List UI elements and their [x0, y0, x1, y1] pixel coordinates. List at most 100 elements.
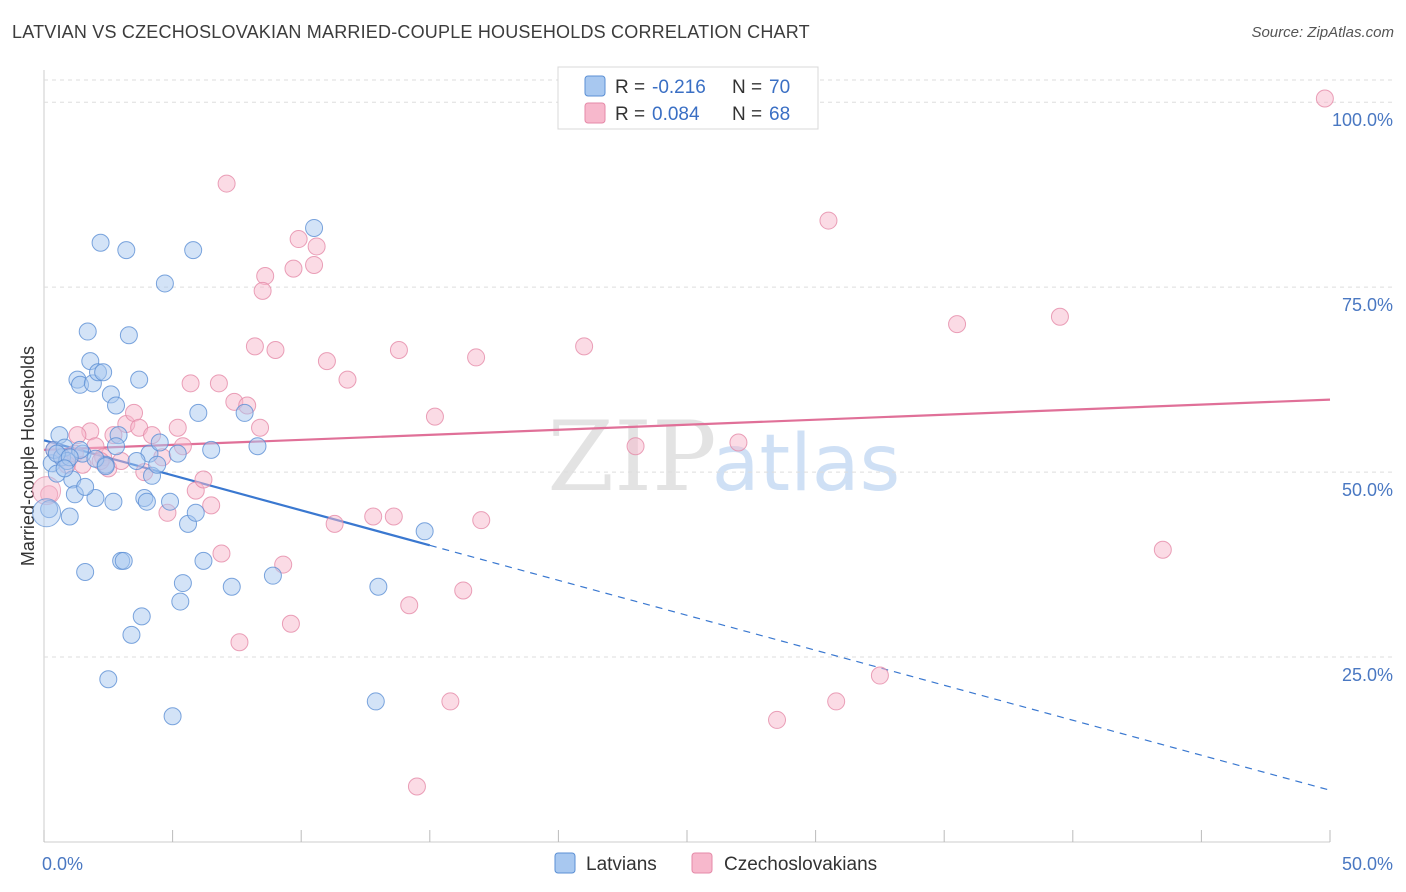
latvian-point-52 — [222, 577, 241, 596]
y-tick-label-75: 75.0% — [1342, 295, 1393, 315]
czech-point-57 — [729, 433, 748, 452]
latvian-point-68 — [76, 477, 95, 496]
gridlines — [44, 79, 1395, 658]
y-tick-label-100: 100.0% — [1332, 110, 1393, 130]
latvian-point-53 — [235, 403, 254, 422]
czech-point-45 — [364, 507, 383, 526]
latvian-point-47 — [184, 241, 203, 260]
latvian-point-54 — [248, 437, 267, 456]
czech-point-49 — [407, 777, 426, 796]
legend-bottom-czech-swatch — [691, 852, 713, 874]
latvian-point-23 — [99, 670, 118, 689]
czech-point-48 — [400, 596, 419, 615]
czech-point-38 — [284, 259, 303, 278]
latvian-point-20 — [91, 233, 110, 252]
x-tick-label-min: 0.0% — [42, 854, 83, 874]
legend-latvians-n-label: N = — [732, 77, 762, 98]
y-tick-labels: 25.0% 50.0% 75.0% 100.0% — [1332, 110, 1393, 685]
latvian-point-30 — [117, 241, 136, 260]
legend-top: R = -0.216 N = 70 R = 0.084 N = 68 — [557, 66, 819, 130]
latvian-point-0 — [40, 500, 59, 519]
latvian-point-64 — [127, 452, 146, 470]
czech-point-53 — [467, 348, 486, 367]
latvian-point-40 — [155, 274, 174, 293]
latvian-point-43 — [168, 444, 187, 463]
legend-czech-r-label: R = — [615, 104, 645, 125]
latvian-point-cluster — [32, 498, 62, 528]
latvian-point-44 — [171, 592, 190, 611]
latvian-point-26 — [107, 396, 126, 415]
latvian-point-41 — [161, 492, 180, 511]
latvian-point-15 — [78, 322, 97, 341]
latvian-point-67 — [55, 459, 74, 478]
czech-point-42 — [317, 352, 336, 371]
y-axis-label: Married-couple Households — [18, 346, 38, 566]
czech-point-24 — [202, 496, 221, 515]
latvian-point-51 — [202, 440, 221, 459]
latvian-point-33 — [130, 370, 149, 389]
czech-point-19 — [168, 418, 187, 437]
czech-point-21 — [181, 374, 200, 393]
legend-czech-swatch — [584, 102, 606, 124]
czech-point-47 — [389, 341, 408, 360]
czech-point-60 — [827, 692, 846, 711]
czech-point-51 — [441, 692, 460, 711]
latvian-point-39 — [148, 455, 167, 474]
latvian-point-32 — [122, 625, 141, 644]
legend-bottom-latvians-swatch — [554, 852, 576, 874]
czech-point-40 — [305, 255, 324, 274]
latvian-point-31 — [119, 326, 138, 345]
czech-point-41 — [307, 237, 326, 256]
legend-latvians-n-value: 70 — [769, 77, 790, 98]
legend-latvians-swatch — [584, 75, 606, 97]
latvian-point-42 — [163, 707, 182, 726]
czech-point-46 — [384, 507, 403, 526]
latvian-point-29 — [114, 551, 133, 570]
czech-point-62 — [948, 315, 967, 334]
czech-point-31 — [245, 337, 264, 356]
latvian-point-45 — [173, 574, 192, 593]
y-tick-label-50: 50.0% — [1342, 480, 1393, 500]
latvian-point-69 — [96, 457, 115, 476]
legend-latvians-r-label: R = — [615, 77, 645, 98]
czech-point-50 — [425, 407, 444, 426]
latvian-point-56 — [305, 218, 324, 237]
latvian-point-14 — [76, 562, 95, 581]
latvian-point-65 — [150, 433, 169, 452]
czech-point-54 — [472, 511, 491, 530]
x-ticks: 0.0% 50.0% — [42, 830, 1393, 874]
czech-point-25 — [209, 374, 228, 393]
czech-point-43 — [325, 514, 344, 533]
czech-point-61 — [870, 666, 889, 685]
legend-czech-n-label: N = — [732, 104, 762, 125]
czech-point-55 — [575, 337, 594, 356]
latvian-point-58 — [369, 577, 388, 596]
czech-point-64 — [1153, 540, 1172, 559]
legend-czech-n-value: 68 — [769, 104, 790, 125]
latvian-point-63 — [107, 437, 126, 456]
x-tick-label-max: 50.0% — [1342, 854, 1393, 874]
legend-bottom-czech-label: Czechoslovakians — [724, 854, 877, 875]
watermark-atlas: atlas — [712, 419, 901, 509]
latvian-point-59 — [415, 522, 434, 541]
czech-point-65 — [1315, 89, 1334, 108]
latvian-point-57 — [366, 692, 385, 711]
czech-point-56 — [626, 437, 645, 456]
watermark-zip: ZIP — [547, 401, 716, 513]
chart-title: LATVIAN VS CZECHOSLOVAKIAN MARRIED-COUPL… — [12, 22, 810, 42]
czech-point-44 — [338, 370, 357, 389]
latvian-point-8 — [60, 507, 79, 526]
czech-point-27 — [217, 174, 236, 193]
czech-point-66 — [68, 426, 87, 445]
czech-point-58 — [768, 710, 787, 729]
czech-point-59 — [819, 211, 838, 230]
czech-point-39 — [289, 230, 308, 249]
legend-bottom-latvians-label: Latvians — [586, 854, 657, 875]
latvian-point-25 — [104, 492, 123, 511]
czech-point-36 — [274, 555, 293, 574]
latvian-point-34 — [132, 607, 151, 626]
y-tick-label-25: 25.0% — [1342, 665, 1393, 685]
czech-point-26 — [212, 544, 231, 563]
czech-point-52 — [454, 581, 473, 600]
